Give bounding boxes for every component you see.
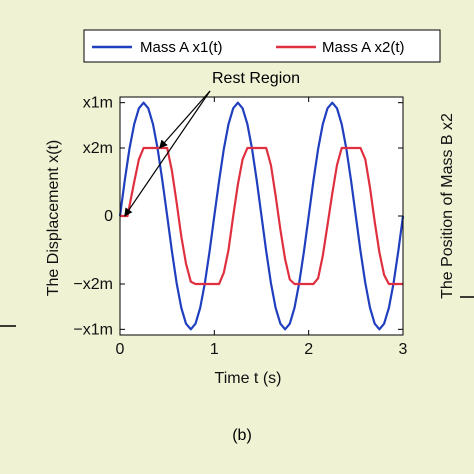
plot-frame [119, 96, 404, 336]
annotation-arrow-2 [159, 90, 211, 149]
y-tick-label: x1m [83, 95, 113, 112]
y-tick-label: −x2m [73, 276, 113, 293]
x-axis-label: Time t (s) [215, 370, 282, 387]
ticks: 0 1 2 3 x1m x2m 0 −x2m −x1m [73, 95, 407, 358]
y-tick-label: −x1m [73, 321, 113, 338]
x-tick-label: 2 [304, 341, 313, 358]
legend: Mass A x1(t) Mass A x2(t) [83, 29, 441, 63]
legend-box [83, 29, 441, 63]
annotation-arrow-1 [124, 90, 211, 217]
caption: (b) [232, 427, 252, 444]
series-line-1 [118, 101, 405, 331]
series-line-2 [120, 146, 403, 286]
y-tick-label: x2m [83, 140, 113, 157]
x-tick-label: 0 [116, 341, 125, 358]
legend-label-x1: Mass A x1(t) [140, 39, 223, 56]
y-tick-label: 0 [104, 208, 113, 225]
annotation-label: Rest Region [212, 70, 300, 87]
x-tick-label: 3 [399, 341, 408, 358]
series [118, 101, 405, 331]
y-axis-label: The Displacement x(t) [45, 140, 62, 297]
x-tick-label: 1 [210, 341, 219, 358]
legend-label-x2: Mass A x2(t) [322, 39, 405, 56]
right-axis-label: The Position of Mass B x2 [439, 113, 456, 299]
annotation: Rest Region [124, 70, 300, 217]
